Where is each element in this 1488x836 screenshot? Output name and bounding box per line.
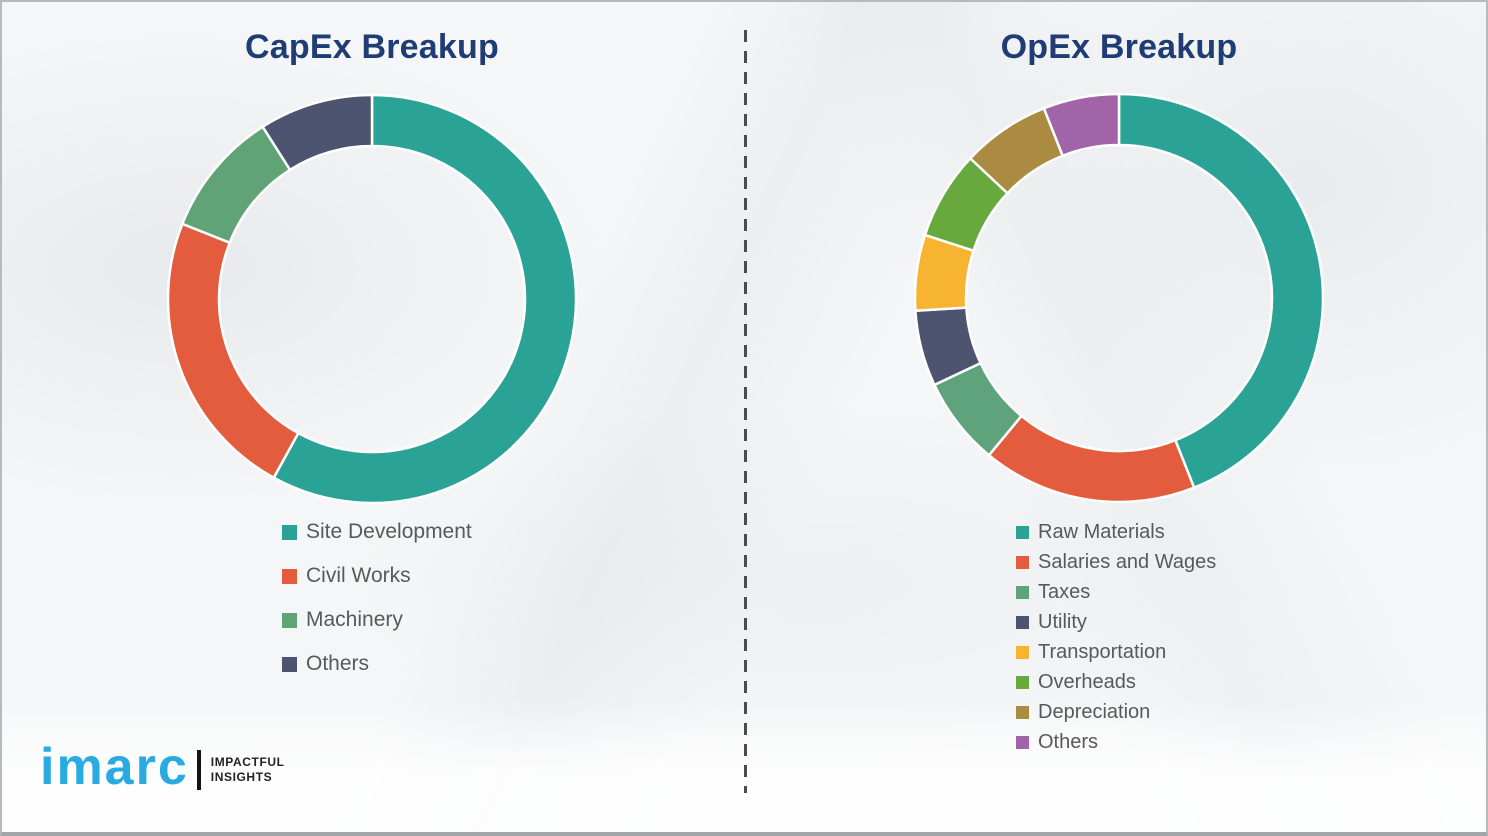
legend-label: Raw Materials: [1038, 520, 1165, 543]
legend-swatch-taxes: [1016, 585, 1029, 599]
legend-item-salaries-and-wages: Salaries and Wages: [1016, 547, 1216, 577]
legend-item-others: Others: [1016, 727, 1216, 757]
legend-item-others: Others: [282, 642, 472, 686]
legend-swatch-machinery: [282, 612, 297, 628]
legend-label: Machinery: [306, 608, 403, 631]
legend-swatch-civil-works: [282, 568, 297, 584]
donut-segment-raw-materials: [1117, 92, 1325, 489]
imarc-logo-tagline: IMPACTFUL INSIGHTS: [211, 755, 285, 785]
legend-item-transportation: Transportation: [1016, 637, 1216, 667]
opex-donut-chart: [913, 92, 1325, 504]
legend-item-raw-materials: Raw Materials: [1016, 517, 1216, 547]
legend-item-overheads: Overheads: [1016, 667, 1216, 697]
donut-segment-civil-works: [166, 222, 300, 480]
legend-swatch-others: [1016, 735, 1029, 749]
legend-label: Utility: [1038, 610, 1087, 633]
legend-swatch-salaries-and-wages: [1016, 555, 1029, 569]
legend-item-civil-works: Civil Works: [282, 554, 472, 598]
legend-label: Civil Works: [306, 564, 411, 587]
logo-tagline-line2: INSIGHTS: [210, 770, 273, 784]
opex-legend: Raw Materials Salaries and Wages Taxes Util…: [1016, 517, 1216, 757]
dashed-divider: [744, 30, 747, 793]
legend-item-depreciation: Depreciation: [1016, 697, 1216, 727]
legend-item-utility: Utility: [1016, 607, 1216, 637]
legend-label: Transportation: [1038, 640, 1167, 663]
imarc-logo-divider-bar: [196, 750, 201, 790]
legend-label: Others: [1038, 730, 1099, 753]
legend-label: Others: [306, 652, 370, 675]
capex-donut-chart: [166, 93, 578, 505]
legend-label: Taxes: [1038, 580, 1091, 603]
legend-item-taxes: Taxes: [1016, 577, 1216, 607]
donut-segment-salaries-and-wages: [987, 414, 1196, 504]
donut-segment-others: [261, 93, 374, 172]
legend-label: Salaries and Wages: [1038, 550, 1217, 573]
legend-swatch-site-development: [282, 524, 297, 540]
legend-item-machinery: Machinery: [282, 598, 472, 642]
capex-legend: Site Development Civil Works Machinery Othe…: [282, 510, 472, 686]
legend-label: Depreciation: [1038, 700, 1151, 723]
opex-chart-title: OpEx Breakup: [1000, 28, 1238, 66]
donut-segment-others: [1042, 92, 1121, 157]
legend-label: Site Development: [306, 520, 472, 543]
legend-swatch-others: [282, 656, 297, 672]
legend-swatch-utility: [1016, 615, 1029, 629]
imarc-logo-wordmark: imarc: [40, 738, 189, 796]
legend-swatch-overheads: [1016, 675, 1029, 689]
legend-swatch-transportation: [1016, 645, 1029, 659]
logo-tagline-line1: IMPACTFUL: [210, 755, 285, 769]
legend-swatch-raw-materials: [1016, 525, 1029, 539]
legend-swatch-depreciation: [1016, 705, 1029, 719]
legend-label: Overheads: [1038, 670, 1136, 693]
imarc-logo: imarc IMPACTFUL INSIGHTS: [40, 740, 285, 800]
legend-item-site-development: Site Development: [282, 510, 472, 554]
capex-chart-title: CapEx Breakup: [245, 28, 499, 66]
donut-segment-site-development: [272, 93, 578, 505]
